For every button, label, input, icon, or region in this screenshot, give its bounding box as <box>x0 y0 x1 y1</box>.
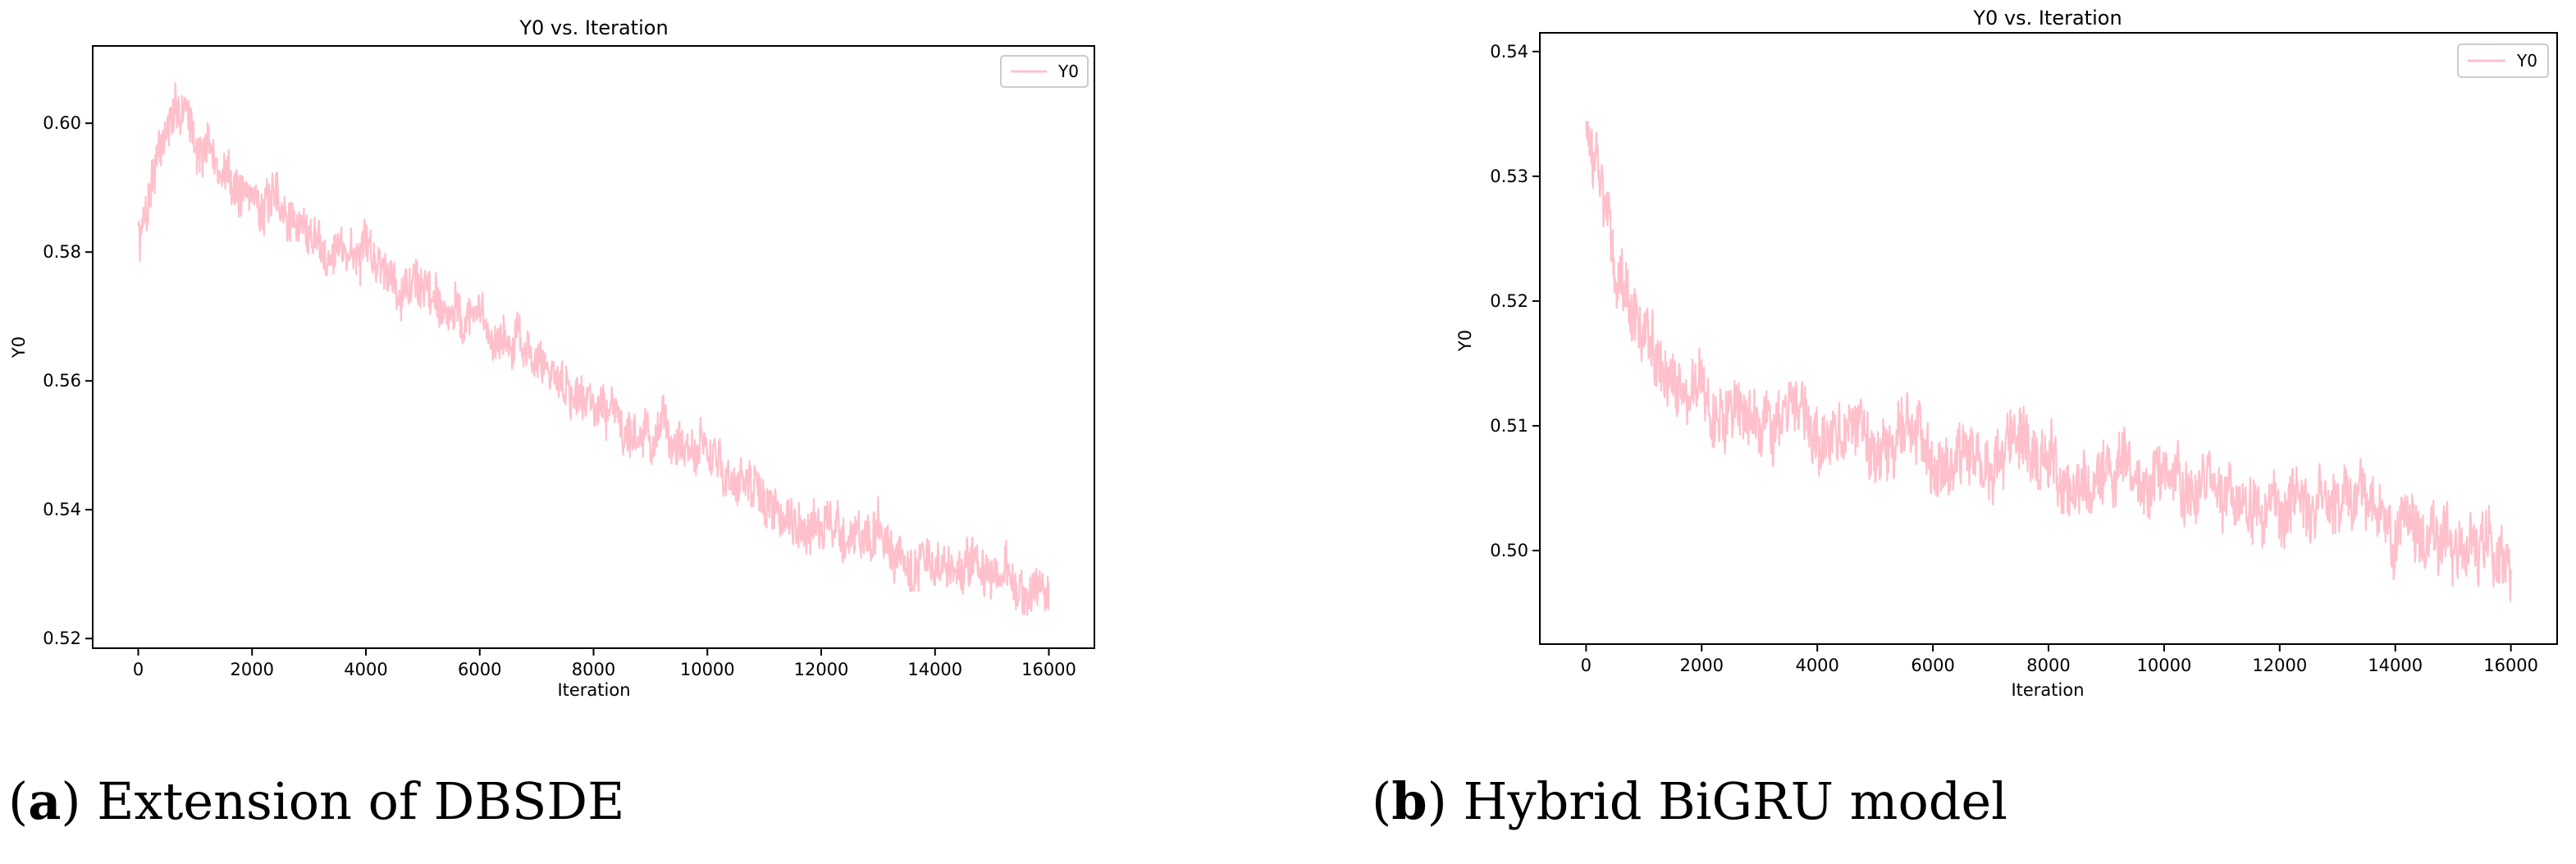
y-tick-label: 0.58 <box>43 242 81 262</box>
y-tick-label: 0.54 <box>1490 42 1528 62</box>
chart-a-title: Y0 vs. Iteration <box>518 16 668 39</box>
x-tick-label: 6000 <box>1911 656 1954 675</box>
x-tick-label: 6000 <box>458 660 501 679</box>
x-tick-label: 10000 <box>680 660 735 679</box>
chart-b-x-label: Iteration <box>2011 680 2084 700</box>
chart-b-plot-area <box>1539 32 2558 645</box>
x-tick-label: 16000 <box>1021 660 1076 679</box>
y-tick-label: 0.50 <box>1490 541 1528 560</box>
caption-b: (b) Hybrid BiGRU model <box>1372 771 2008 831</box>
y-tick-label: 0.54 <box>43 500 81 519</box>
chart-b-line-layer <box>1585 121 2512 602</box>
x-tick-label: 14000 <box>2368 656 2423 675</box>
x-tick-label: 4000 <box>1795 656 1838 675</box>
y-tick-label: 0.53 <box>1490 167 1528 186</box>
x-tick-label: 2000 <box>231 660 274 679</box>
chart-a: Y0 vs. Iteration 0 2000 4000 6000 8000 10000 1… <box>9 16 1095 700</box>
y-tick-label: 0.52 <box>1490 291 1528 311</box>
chart-a-x-label: Iteration <box>557 680 630 700</box>
chart-b: Y0 vs. Iteration 0 2000 4000 6000 8000 10000 1… <box>1455 7 2558 700</box>
chart-b-title: Y0 vs. Iteration <box>1972 7 2122 30</box>
x-tick-label: 0 <box>1581 656 1592 675</box>
caption-b-text: Hybrid BiGRU model <box>1463 771 2008 831</box>
caption-b-letter: b <box>1391 771 1427 831</box>
chart-b-legend-label: Y0 <box>2516 51 2537 71</box>
x-tick-label: 14000 <box>907 660 962 679</box>
x-tick-label: 8000 <box>572 660 615 679</box>
x-tick-label: 2000 <box>1680 656 1724 675</box>
x-tick-label: 16000 <box>2483 656 2538 675</box>
y-tick-label: 0.56 <box>43 371 81 391</box>
x-tick-label: 0 <box>133 660 144 679</box>
chart-a-y-label: Y0 <box>9 336 29 359</box>
caption-a-letter: a <box>28 771 62 831</box>
y-tick-label: 0.52 <box>43 629 81 648</box>
x-tick-label: 4000 <box>344 660 387 679</box>
series-line-y0 <box>1585 121 2512 602</box>
chart-b-y-label: Y0 <box>1455 330 1475 352</box>
x-tick-label: 10000 <box>2137 656 2192 675</box>
series-line-y0 <box>137 81 1050 616</box>
x-tick-label: 12000 <box>2252 656 2307 675</box>
chart-a-legend-label: Y0 <box>1057 62 1079 81</box>
chart-b-y-ticks: 0.50 0.51 0.52 0.53 0.54 <box>1490 42 1540 560</box>
chart-b-x-ticks: 0 2000 4000 6000 8000 10000 12000 14000 16000 <box>1581 644 2538 675</box>
y-tick-label: 0.60 <box>43 113 81 133</box>
caption-a-text: Extension of DBSDE <box>97 771 625 831</box>
y-tick-label: 0.51 <box>1490 416 1528 436</box>
chart-a-line-layer <box>137 81 1050 616</box>
chart-b-legend: Y0 <box>2457 43 2549 78</box>
caption-a: (a) Extension of DBSDE <box>8 771 625 831</box>
x-tick-label: 8000 <box>2026 656 2070 675</box>
chart-a-y-ticks: 0.52 0.54 0.56 0.58 0.60 <box>43 113 93 648</box>
x-tick-label: 12000 <box>794 660 849 679</box>
chart-a-x-ticks: 0 2000 4000 6000 8000 10000 12000 14000 16000 <box>133 648 1076 679</box>
chart-a-legend: Y0 <box>1000 55 1089 88</box>
